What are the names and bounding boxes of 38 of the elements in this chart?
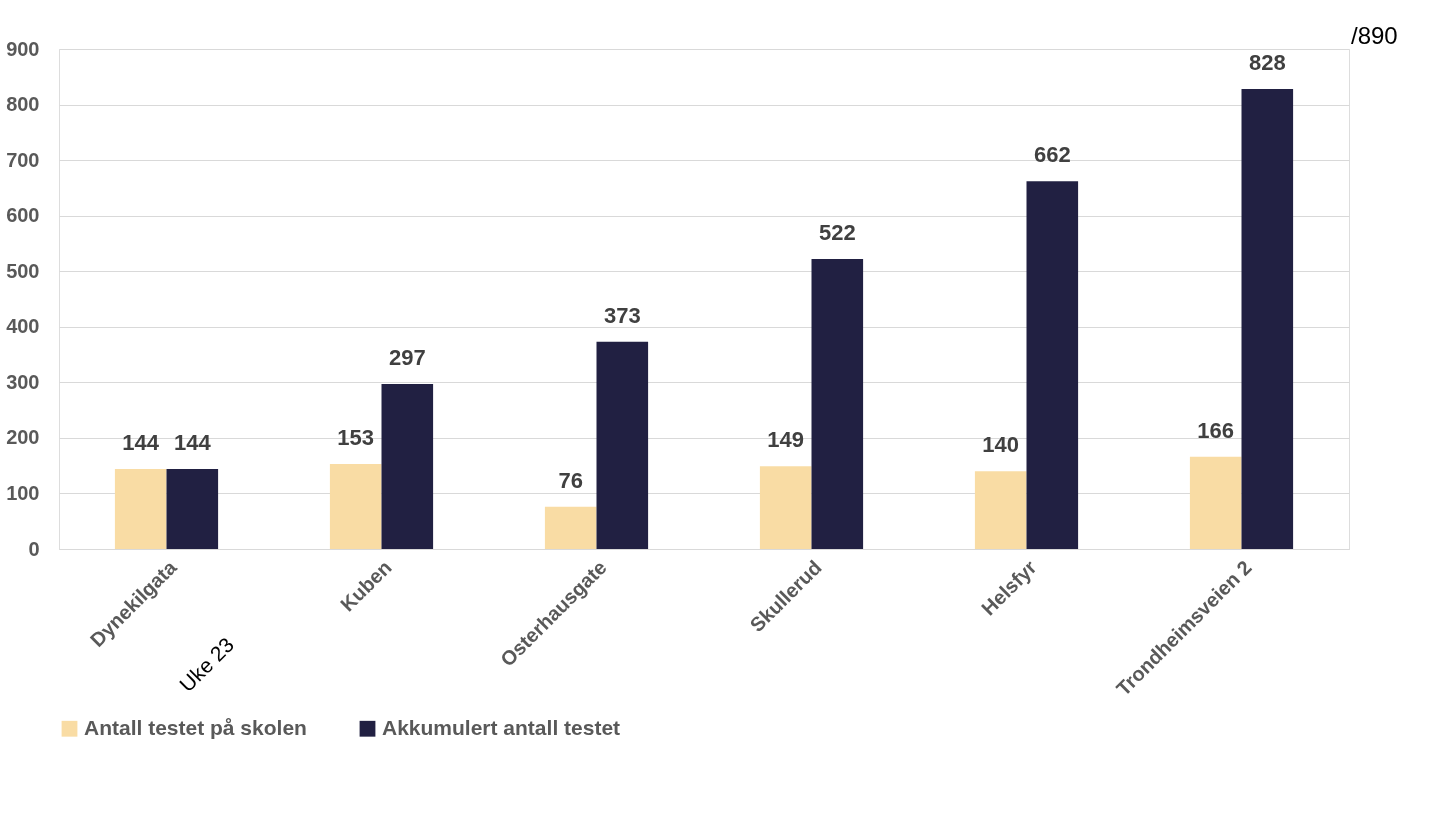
bar xyxy=(1026,181,1079,549)
bar xyxy=(974,471,1027,549)
data-label: 297 xyxy=(388,345,426,370)
bar xyxy=(759,466,812,549)
y-tick-label: 200 xyxy=(6,426,40,449)
legend-label: Antall testet på skolen xyxy=(84,715,307,739)
data-label: 373 xyxy=(603,302,641,328)
bar xyxy=(1189,456,1242,549)
y-tick-label: 400 xyxy=(6,315,40,338)
bar xyxy=(811,259,864,549)
legend-label: Akkumulert antall testet xyxy=(382,715,621,739)
data-label: 166 xyxy=(1197,417,1235,443)
y-tick-label: 600 xyxy=(6,204,40,227)
data-label: 144 xyxy=(122,430,160,455)
data-label: 140 xyxy=(982,432,1020,458)
bar xyxy=(1241,89,1294,549)
data-label: 153 xyxy=(337,425,375,450)
data-label: 662 xyxy=(1033,142,1071,168)
y-tick-label: 700 xyxy=(6,148,40,171)
bar xyxy=(544,506,597,549)
data-label: 144 xyxy=(173,430,212,455)
bar xyxy=(381,384,434,549)
bar xyxy=(596,341,649,549)
data-label: 149 xyxy=(767,427,805,453)
y-tick-label: 500 xyxy=(6,259,40,282)
y-tick-label: 0 xyxy=(28,537,40,560)
data-label: 76 xyxy=(558,467,583,493)
bar xyxy=(114,469,167,549)
bar xyxy=(166,469,219,549)
y-tick-label: 100 xyxy=(6,481,40,504)
data-label: 828 xyxy=(1248,50,1286,75)
y-tick-label: 800 xyxy=(6,93,40,116)
data-label: 522 xyxy=(818,220,856,245)
text: Uke 23 xyxy=(174,632,239,697)
bar xyxy=(329,464,382,549)
y-tick-label: 900 xyxy=(6,37,40,60)
text: /890 xyxy=(1351,22,1398,49)
y-tick-label: 300 xyxy=(6,370,40,393)
